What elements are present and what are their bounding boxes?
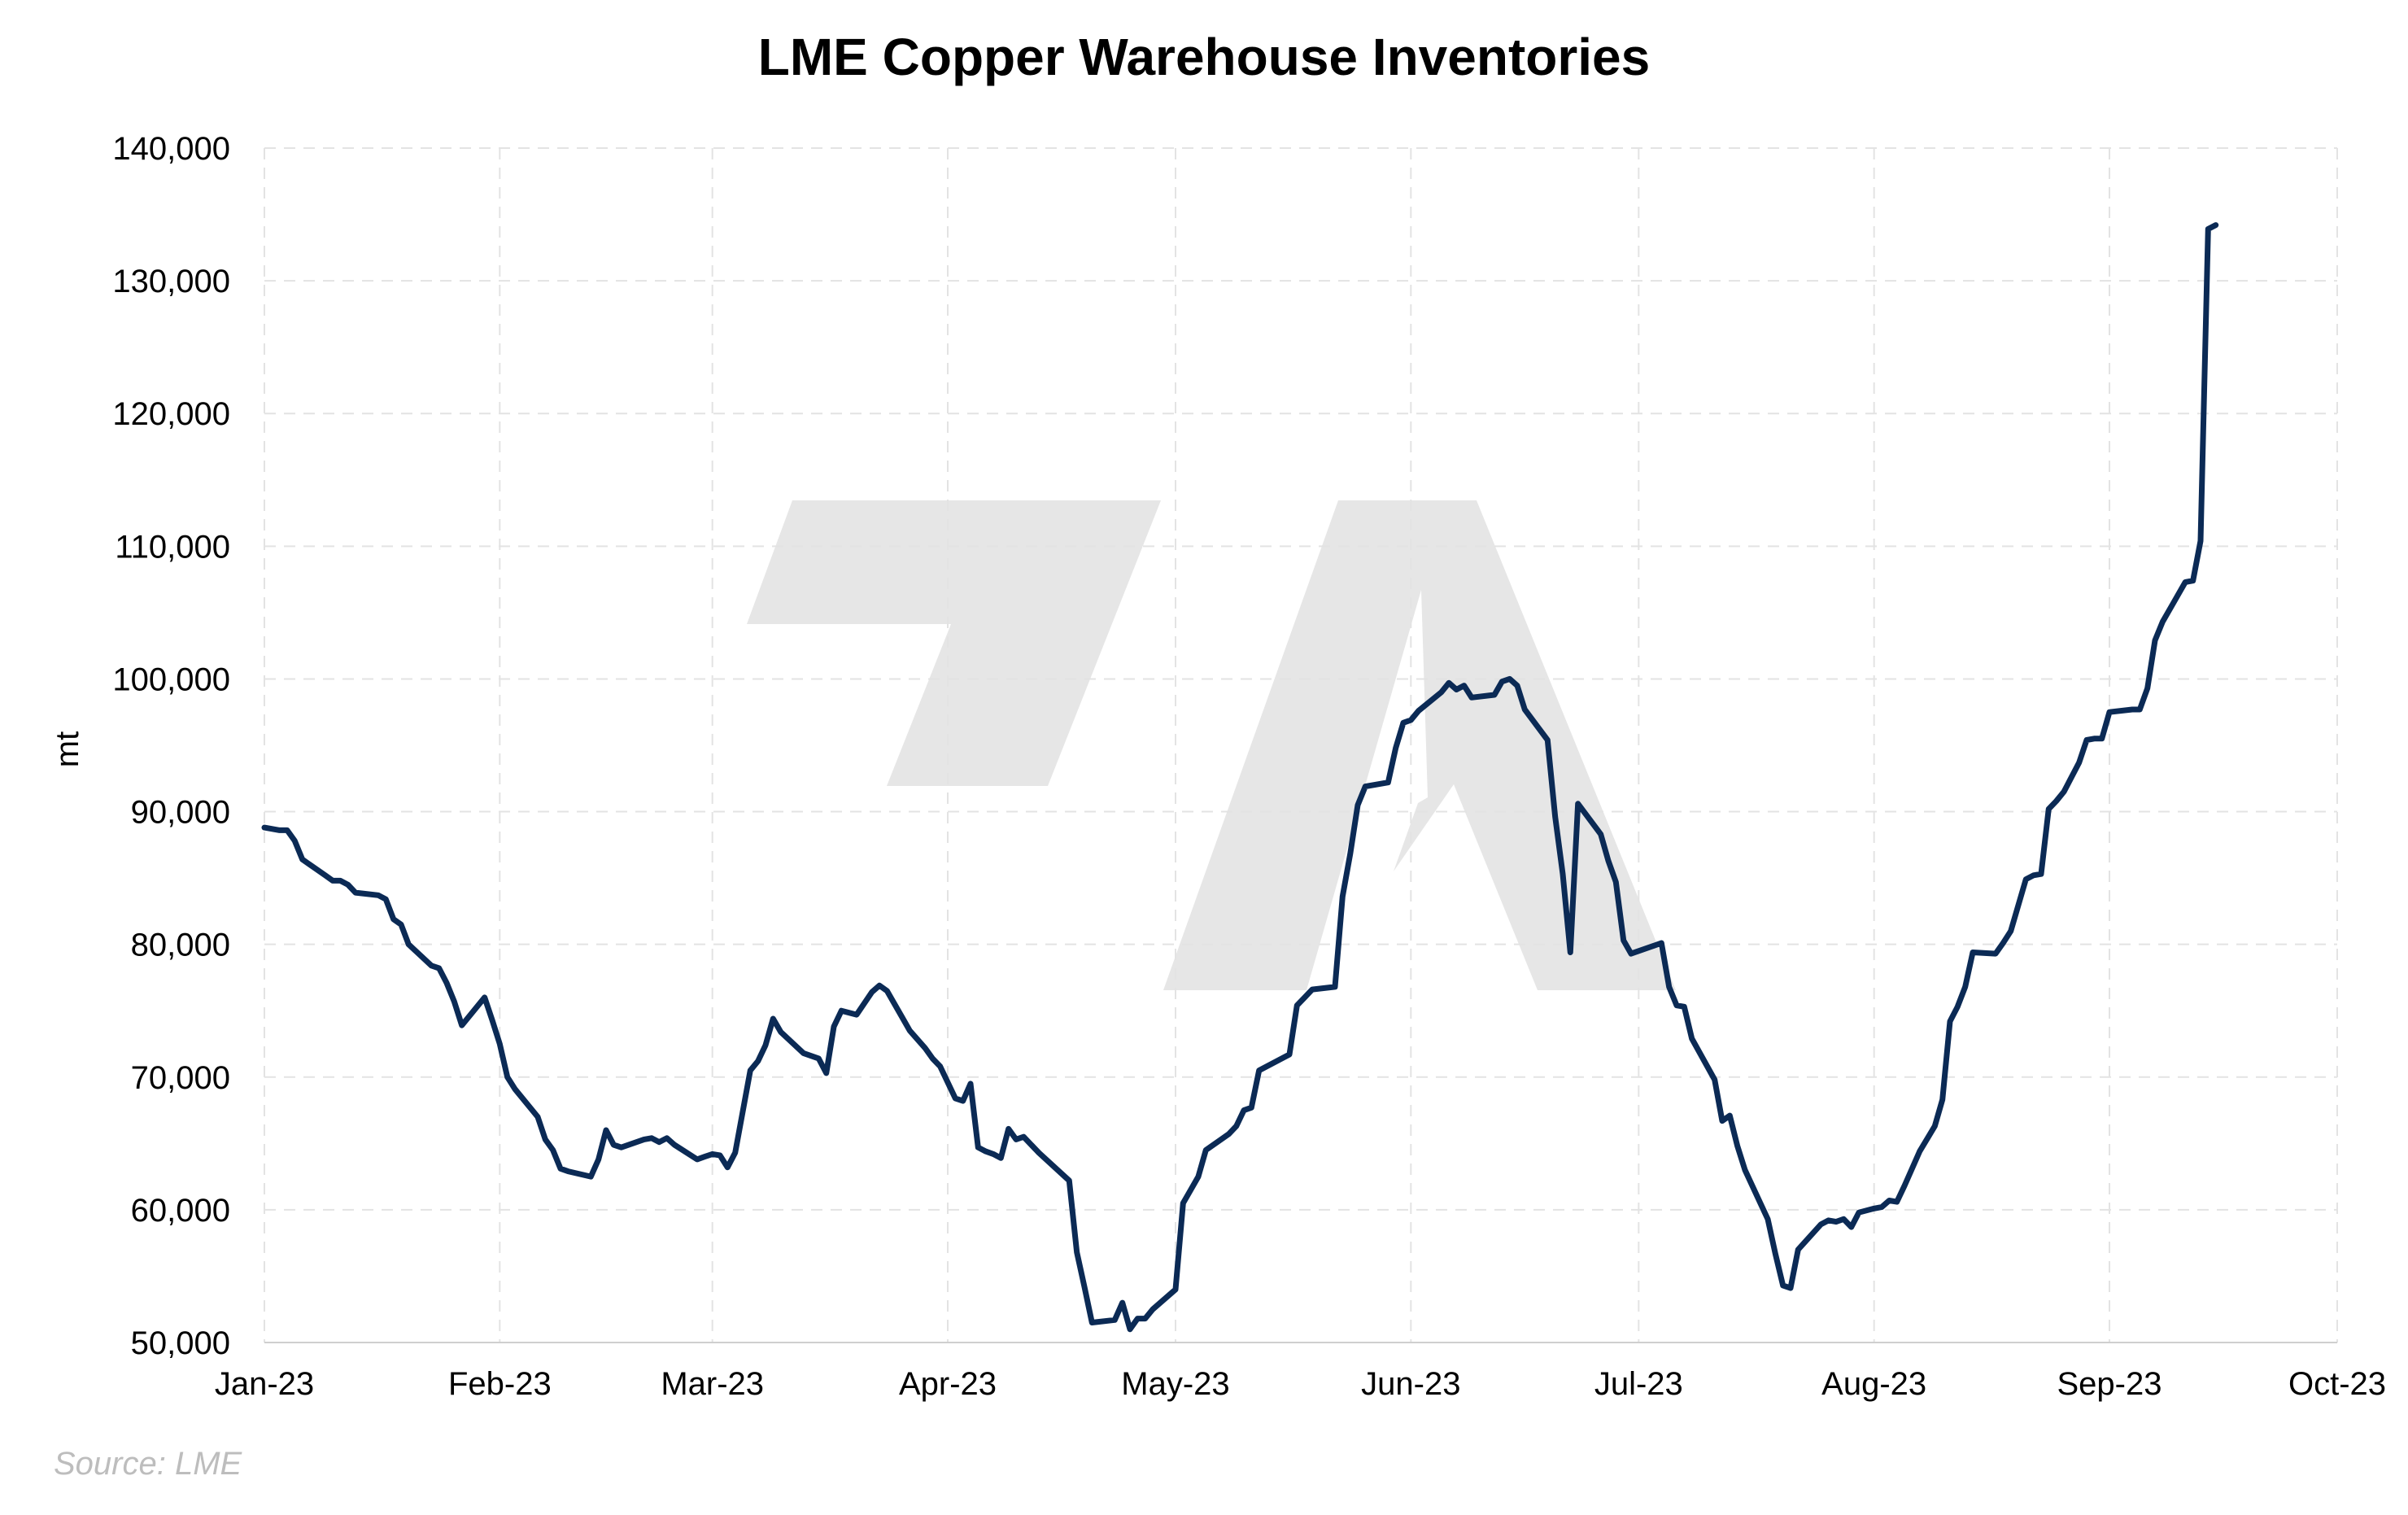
y-tick-label: 60,000 <box>131 1193 230 1229</box>
series-line <box>261 222 2219 1333</box>
y-tick-label: 110,000 <box>115 529 230 565</box>
y-tick-label: 140,000 <box>112 131 230 167</box>
x-tick-label: Jan-23 <box>215 1366 314 1402</box>
chart-title: LME Copper Warehouse Inventories <box>758 28 1650 86</box>
x-tick-label: Jul-23 <box>1594 1366 1683 1402</box>
y-axis-label: mt <box>50 731 85 767</box>
series-layer <box>261 222 2219 1333</box>
watermark-logo <box>747 500 1676 990</box>
x-tick-label: May-23 <box>1121 1366 1229 1402</box>
x-tick-label: Apr-23 <box>899 1366 997 1402</box>
x-axis-ticks: Jan-23 Feb-23 Mar-23 Apr-23 May-23 Jun-23 Jul-… <box>215 1366 2386 1402</box>
horizontal-gridlines <box>264 147 2337 1211</box>
x-tick-label: Oct-23 <box>2288 1366 2386 1402</box>
x-tick-label: Jun-23 <box>1361 1366 1460 1402</box>
y-tick-label: 120,000 <box>112 396 230 432</box>
x-tick-label: Mar-23 <box>661 1366 764 1402</box>
x-tick-label: Sep-23 <box>2057 1366 2162 1402</box>
y-tick-label: 100,000 <box>112 661 230 697</box>
y-tick-label: 70,000 <box>131 1060 230 1096</box>
vertical-gridlines <box>264 148 2338 1343</box>
y-tick-label: 80,000 <box>131 928 230 963</box>
y-tick-label: 90,000 <box>131 795 230 831</box>
y-axis-ticks: 50,000 60,000 70,000 80,000 90,000 100,000 110… <box>112 131 230 1361</box>
source-note: Source: LME <box>54 1446 243 1482</box>
x-tick-label: Feb-23 <box>448 1366 552 1402</box>
x-tick-label: Aug-23 <box>1821 1366 1926 1402</box>
y-tick-label: 50,000 <box>131 1325 230 1361</box>
y-tick-label: 130,000 <box>112 264 230 299</box>
